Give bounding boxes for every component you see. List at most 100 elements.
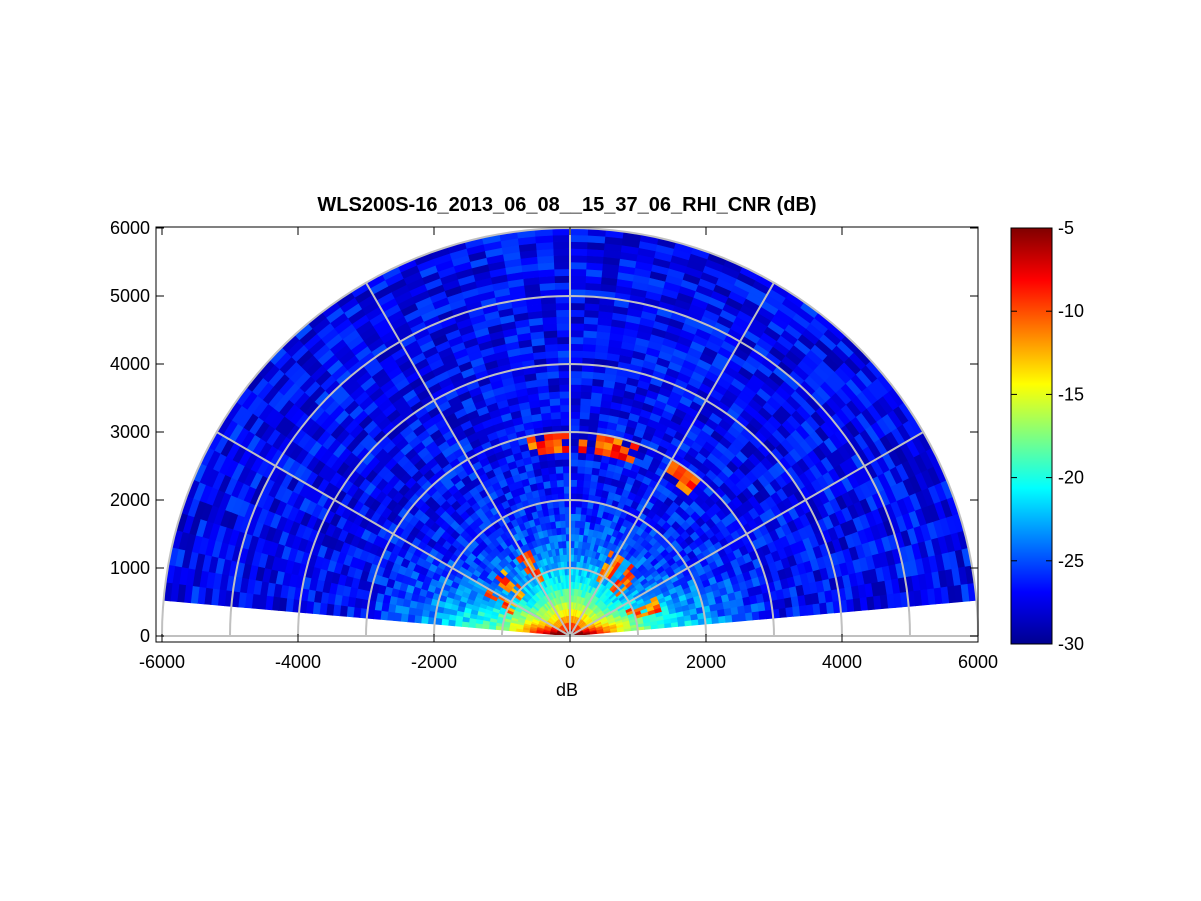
heatmap-cell bbox=[553, 275, 571, 284]
heatmap-cell bbox=[569, 384, 582, 392]
heatmap-cell bbox=[582, 479, 591, 489]
heatmap-cell bbox=[579, 513, 587, 522]
heatmap-cell bbox=[540, 302, 557, 312]
heatmap-cell bbox=[536, 255, 555, 264]
heatmap-cell bbox=[407, 614, 416, 623]
heatmap-cell bbox=[555, 316, 571, 324]
heatmap-cell bbox=[488, 624, 497, 630]
heatmap-cell bbox=[541, 316, 557, 325]
heatmap-cell bbox=[558, 390, 571, 399]
heatmap-cell bbox=[785, 606, 794, 618]
heatmap-cell bbox=[569, 316, 585, 324]
heatmap-cell bbox=[540, 412, 552, 421]
heatmap-cell bbox=[379, 610, 389, 621]
heatmap-cell bbox=[569, 445, 579, 453]
heatmap-cell bbox=[544, 343, 558, 352]
heatmap-cell bbox=[545, 452, 555, 462]
heatmap-cell bbox=[758, 609, 767, 620]
heatmap-cell bbox=[576, 465, 586, 474]
heatmap-cell bbox=[569, 370, 582, 379]
colorbar-tick-label: -5 bbox=[1058, 218, 1074, 238]
heatmap-cell bbox=[583, 309, 599, 318]
colorbar-gradient bbox=[1010, 227, 1053, 645]
heatmap-cell bbox=[556, 479, 564, 488]
heatmap-cell bbox=[542, 329, 558, 339]
heatmap-cell bbox=[569, 479, 578, 487]
x-tick-label: 2000 bbox=[686, 652, 726, 672]
heatmap-cell bbox=[582, 486, 590, 495]
heatmap-cell bbox=[573, 540, 579, 549]
heatmap-cell bbox=[575, 486, 584, 495]
heatmap-cell bbox=[346, 606, 355, 618]
heatmap-cell bbox=[574, 520, 581, 528]
x-tick-label: -4000 bbox=[275, 652, 321, 672]
heatmap-cell bbox=[574, 506, 582, 515]
heatmap-cell bbox=[580, 384, 593, 393]
heatmap-cell bbox=[569, 234, 588, 243]
heatmap-cell bbox=[576, 472, 585, 481]
colorbar-tick-label: -30 bbox=[1058, 634, 1084, 654]
heatmap-cell bbox=[558, 377, 571, 385]
heatmap-cell bbox=[562, 465, 571, 474]
heatmap-cell bbox=[573, 547, 579, 556]
heatmap-cell bbox=[573, 533, 580, 542]
heatmap-cell bbox=[569, 390, 582, 399]
heatmap-cell bbox=[544, 445, 555, 455]
heatmap-cell bbox=[546, 370, 560, 379]
heatmap-cell bbox=[558, 506, 566, 515]
heatmap-cell bbox=[569, 465, 578, 474]
heatmap-cell bbox=[583, 473, 592, 482]
heatmap-cell bbox=[577, 438, 588, 447]
heatmap-cell bbox=[559, 411, 571, 419]
heatmap-cell bbox=[547, 384, 560, 393]
heatmap-cell bbox=[386, 611, 396, 621]
heatmap-cell bbox=[559, 520, 566, 528]
heatmap-cell bbox=[474, 623, 483, 629]
chart-title: WLS200S-16_2013_06_08__15_37_06_RHI_CNR … bbox=[317, 194, 816, 216]
heatmap-cell bbox=[744, 611, 754, 621]
plot-area: -6000 -4000 -2000 0 2000 4000 6000 0 1000 2000 30… bbox=[110, 218, 998, 672]
heatmap-cell bbox=[580, 377, 593, 386]
heatmap-cell bbox=[580, 506, 588, 515]
heatmap-cell bbox=[574, 526, 580, 535]
heatmap-cell bbox=[556, 322, 571, 331]
heatmap-cell bbox=[585, 255, 604, 264]
heatmap-cell bbox=[454, 620, 463, 627]
heatmap-cell bbox=[569, 438, 579, 447]
heatmap-cell bbox=[461, 621, 470, 628]
heatmap-cell bbox=[556, 329, 571, 338]
heatmap-cell bbox=[578, 418, 590, 427]
x-tick-label: -6000 bbox=[139, 652, 185, 672]
heatmap-cell bbox=[550, 486, 558, 495]
heatmap-cell bbox=[569, 329, 584, 338]
heatmap-cell bbox=[554, 459, 563, 467]
heatmap-cell bbox=[548, 473, 557, 482]
heatmap-cell bbox=[553, 445, 563, 454]
heatmap-cell bbox=[541, 309, 557, 318]
heatmap-cell bbox=[583, 466, 593, 475]
heatmap-cell bbox=[569, 343, 584, 352]
heatmap-cell bbox=[558, 370, 571, 379]
heatmap-cell bbox=[561, 458, 571, 467]
heatmap-cell bbox=[554, 282, 571, 290]
heatmap-cell bbox=[569, 302, 585, 311]
heatmap-cell bbox=[569, 336, 584, 345]
heatmap-cell bbox=[580, 370, 594, 379]
heatmap-cell bbox=[588, 487, 597, 496]
x-tick-label: -2000 bbox=[411, 652, 457, 672]
heatmap-cell bbox=[582, 336, 597, 346]
heatmap-cell bbox=[751, 610, 761, 621]
heatmap-cell bbox=[555, 472, 564, 481]
heatmap-cell bbox=[413, 615, 423, 624]
heatmap-cell bbox=[585, 445, 596, 455]
heatmap-cell bbox=[569, 261, 587, 270]
heatmap-cell bbox=[400, 613, 409, 623]
heatmap-cell bbox=[569, 458, 579, 467]
heatmap-cell bbox=[569, 268, 587, 277]
heatmap-cell bbox=[440, 618, 449, 626]
heatmap-cell bbox=[549, 404, 561, 413]
heatmap-cell bbox=[583, 302, 600, 312]
heatmap-cell bbox=[542, 323, 558, 332]
heatmap-cell bbox=[537, 262, 555, 271]
